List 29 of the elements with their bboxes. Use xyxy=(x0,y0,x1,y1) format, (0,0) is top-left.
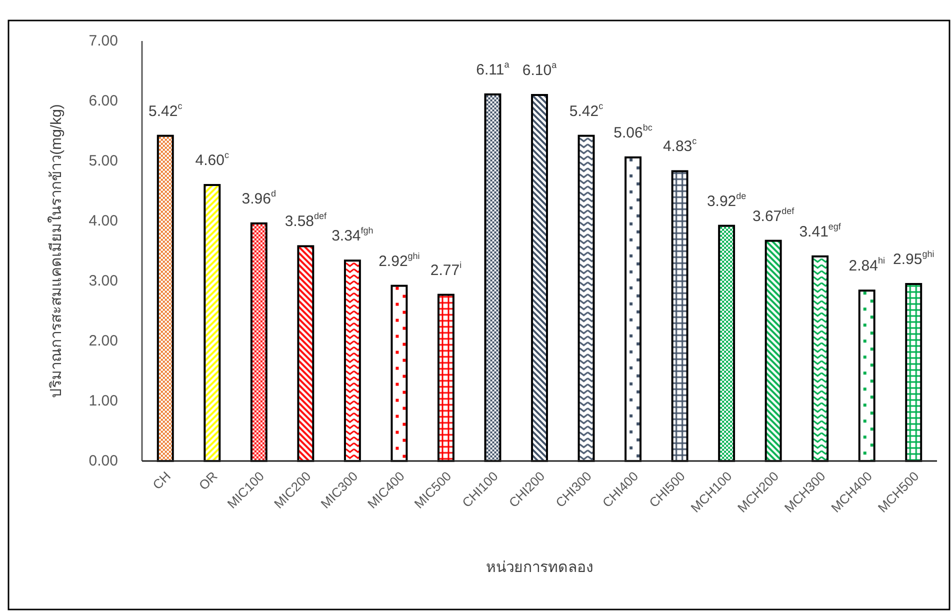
data-label: 6.10$^{a}$ xyxy=(522,60,557,79)
data-label: 5.42$^{c}$ xyxy=(569,100,604,120)
y-tick-label: 3.00 xyxy=(88,272,118,290)
y-axis-title: ปริมาณการสะสมแคดเมียมในรากข้าว(mg/kg) xyxy=(47,104,65,398)
y-tick-label: 1.00 xyxy=(88,392,118,410)
y-tick-label: 4.00 xyxy=(88,212,118,230)
y-tick-label: 2.00 xyxy=(88,332,118,350)
data-label: 4.60$^{c}$ xyxy=(195,150,230,169)
x-tick-label: CH xyxy=(150,468,174,492)
data-label: 2.77$^{i}$ xyxy=(430,260,462,279)
data-label: 3.41$^{egf}$ xyxy=(799,221,842,240)
data-label: 3.92$^{de}$ xyxy=(706,190,746,210)
x-axis-title: หน่วยการทดลอง xyxy=(486,559,593,576)
data-label: 5.42$^{c}$ xyxy=(148,100,183,120)
data-label: 3.96$^{d}$ xyxy=(242,188,276,208)
y-tick-label: 5.00 xyxy=(88,152,118,170)
data-label: 4.83$^{c}$ xyxy=(662,136,698,156)
y-tick-label: 0.00 xyxy=(88,452,118,470)
y-tick-label: 6.00 xyxy=(88,92,118,110)
x-tick-label: OR xyxy=(196,468,220,493)
data-label: 3.58$^{def}$ xyxy=(284,211,328,230)
y-tick-label: 7.00 xyxy=(88,32,118,50)
data-label: 6.11$^{a}$ xyxy=(476,59,510,78)
data-label: 2.84$^{hi}$ xyxy=(848,256,885,275)
data-label: 2.92$^{ghi}$ xyxy=(378,250,420,270)
data-label: 3.34$^{fgh}$ xyxy=(332,226,374,245)
data-label: 3.67$^{def}$ xyxy=(752,206,795,225)
data-label: 5.06$^{bc}$ xyxy=(614,122,653,142)
data-label: 2.95$^{ghi}$ xyxy=(893,249,934,268)
